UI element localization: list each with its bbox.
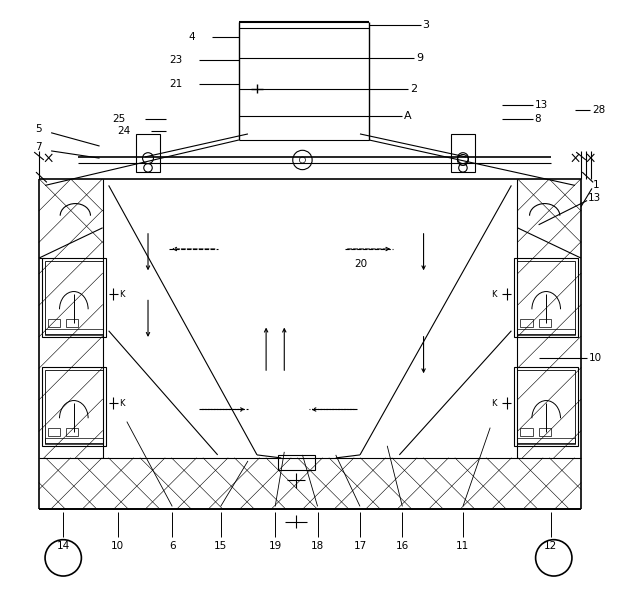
Text: 3: 3 bbox=[423, 20, 429, 30]
Text: 24: 24 bbox=[117, 126, 130, 136]
Text: A: A bbox=[404, 110, 412, 121]
Bar bbox=[48, 319, 60, 327]
Bar bbox=[518, 370, 575, 443]
Text: 7: 7 bbox=[35, 142, 42, 152]
Text: 28: 28 bbox=[592, 104, 605, 115]
Text: 14: 14 bbox=[57, 541, 70, 551]
Text: 13: 13 bbox=[588, 192, 602, 203]
Bar bbox=[278, 455, 315, 470]
Text: 23: 23 bbox=[169, 55, 183, 65]
Text: K: K bbox=[120, 290, 125, 299]
Bar bbox=[518, 261, 575, 334]
Bar bbox=[66, 319, 78, 327]
Bar bbox=[45, 438, 102, 444]
Text: 8: 8 bbox=[534, 114, 541, 124]
Bar bbox=[45, 261, 102, 334]
Bar bbox=[515, 367, 578, 446]
Bar bbox=[521, 429, 532, 436]
Bar bbox=[518, 438, 575, 444]
Text: 6: 6 bbox=[169, 541, 176, 551]
Text: K: K bbox=[491, 399, 496, 408]
Text: K: K bbox=[120, 399, 125, 408]
Text: K: K bbox=[491, 290, 496, 299]
Text: 13: 13 bbox=[534, 100, 548, 110]
Bar bbox=[45, 370, 102, 443]
Bar bbox=[518, 329, 575, 335]
Text: 1: 1 bbox=[593, 180, 600, 191]
Bar bbox=[48, 429, 60, 436]
Text: 16: 16 bbox=[395, 541, 409, 551]
Text: 10: 10 bbox=[589, 353, 602, 363]
Text: 18: 18 bbox=[311, 541, 324, 551]
Text: 2: 2 bbox=[410, 84, 417, 93]
Text: 25: 25 bbox=[112, 114, 126, 124]
Text: 9: 9 bbox=[416, 53, 423, 63]
Text: 21: 21 bbox=[169, 80, 183, 89]
Text: 11: 11 bbox=[457, 541, 470, 551]
Bar bbox=[66, 429, 78, 436]
Bar bbox=[451, 134, 475, 172]
Bar bbox=[539, 429, 551, 436]
Bar bbox=[521, 319, 532, 327]
Text: 10: 10 bbox=[111, 541, 124, 551]
Bar bbox=[42, 258, 106, 337]
Bar bbox=[515, 258, 578, 337]
Bar bbox=[42, 367, 106, 446]
Text: 17: 17 bbox=[354, 541, 366, 551]
Text: 15: 15 bbox=[214, 541, 227, 551]
Bar bbox=[136, 134, 160, 172]
Text: 12: 12 bbox=[544, 541, 557, 551]
Bar bbox=[45, 329, 102, 335]
Text: 4: 4 bbox=[189, 32, 195, 42]
Text: 20: 20 bbox=[354, 259, 367, 269]
Text: 19: 19 bbox=[268, 541, 282, 551]
Bar bbox=[539, 319, 551, 327]
Text: 5: 5 bbox=[35, 124, 42, 134]
